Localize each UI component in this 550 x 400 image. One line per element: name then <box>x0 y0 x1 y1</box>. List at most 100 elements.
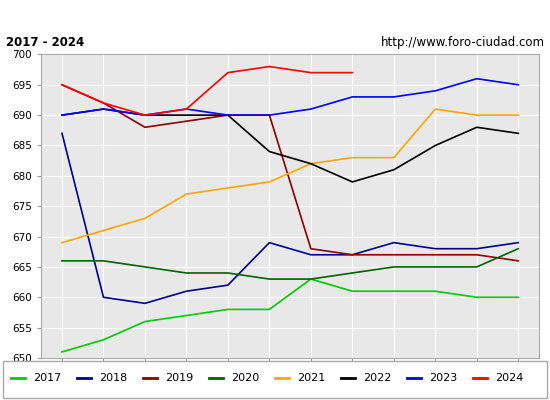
2018 <box>266 240 273 245</box>
2018 <box>390 240 397 245</box>
FancyBboxPatch shape <box>3 360 547 398</box>
2019 <box>474 252 480 257</box>
Text: 2017: 2017 <box>33 373 61 383</box>
2020 <box>515 246 521 251</box>
2017 <box>100 337 107 342</box>
2017 <box>142 319 148 324</box>
2017 <box>349 289 356 294</box>
2017 <box>474 295 480 300</box>
Text: 2022: 2022 <box>363 373 392 383</box>
2018 <box>100 295 107 300</box>
2020 <box>142 264 148 269</box>
2023 <box>142 113 148 118</box>
2019 <box>515 258 521 263</box>
2022 <box>183 113 190 118</box>
2024 <box>59 82 65 87</box>
2020 <box>390 264 397 269</box>
2021 <box>307 161 314 166</box>
2017 <box>515 295 521 300</box>
Line: 2017: 2017 <box>62 279 518 352</box>
2019 <box>390 252 397 257</box>
2021 <box>183 192 190 196</box>
2017 <box>59 350 65 354</box>
Line: 2018: 2018 <box>62 133 518 303</box>
2019 <box>183 119 190 124</box>
Line: 2024: 2024 <box>62 66 353 115</box>
2021 <box>59 240 65 245</box>
2024 <box>142 113 148 118</box>
2024 <box>349 70 356 75</box>
2021 <box>349 155 356 160</box>
2018 <box>349 252 356 257</box>
2019 <box>224 113 231 118</box>
Text: Evolucion num de emigrantes en Esgos: Evolucion num de emigrantes en Esgos <box>124 8 426 23</box>
2020 <box>307 277 314 282</box>
Text: 2017 - 2024: 2017 - 2024 <box>6 36 84 49</box>
2019 <box>266 113 273 118</box>
2022 <box>432 143 438 148</box>
2020 <box>474 264 480 269</box>
Line: 2023: 2023 <box>62 79 518 115</box>
2017 <box>390 289 397 294</box>
2018 <box>474 246 480 251</box>
2022 <box>224 113 231 118</box>
2024 <box>224 70 231 75</box>
2023 <box>432 88 438 93</box>
2021 <box>224 186 231 190</box>
2021 <box>100 228 107 233</box>
2021 <box>142 216 148 221</box>
2022 <box>59 113 65 118</box>
2023 <box>59 113 65 118</box>
2024 <box>307 70 314 75</box>
2024 <box>100 100 107 105</box>
2020 <box>432 264 438 269</box>
2023 <box>183 107 190 112</box>
Text: 2023: 2023 <box>429 373 457 383</box>
Text: 2020: 2020 <box>231 373 259 383</box>
2022 <box>266 149 273 154</box>
2018 <box>307 252 314 257</box>
2024 <box>183 107 190 112</box>
2024 <box>266 64 273 69</box>
Text: 2019: 2019 <box>165 373 193 383</box>
2020 <box>224 270 231 275</box>
2018 <box>515 240 521 245</box>
2022 <box>349 180 356 184</box>
2019 <box>100 100 107 105</box>
2022 <box>515 131 521 136</box>
Text: 2018: 2018 <box>99 373 127 383</box>
2019 <box>432 252 438 257</box>
2020 <box>183 270 190 275</box>
2022 <box>307 161 314 166</box>
2020 <box>349 270 356 275</box>
Line: 2020: 2020 <box>62 249 518 279</box>
2022 <box>390 167 397 172</box>
2021 <box>390 155 397 160</box>
2018 <box>432 246 438 251</box>
2022 <box>142 113 148 118</box>
2023 <box>100 107 107 112</box>
2019 <box>307 246 314 251</box>
2019 <box>142 125 148 130</box>
2023 <box>390 94 397 99</box>
2023 <box>224 113 231 118</box>
2020 <box>266 277 273 282</box>
2017 <box>432 289 438 294</box>
2017 <box>183 313 190 318</box>
2017 <box>266 307 273 312</box>
2021 <box>474 113 480 118</box>
2022 <box>100 107 107 112</box>
2023 <box>349 94 356 99</box>
Text: 2021: 2021 <box>297 373 325 383</box>
2018 <box>142 301 148 306</box>
2020 <box>59 258 65 263</box>
2021 <box>432 107 438 112</box>
Text: 2024: 2024 <box>495 373 524 383</box>
2017 <box>307 277 314 282</box>
Text: http://www.foro-ciudad.com: http://www.foro-ciudad.com <box>381 36 544 49</box>
2021 <box>266 180 273 184</box>
2018 <box>59 131 65 136</box>
Line: 2019: 2019 <box>62 85 518 261</box>
2019 <box>59 82 65 87</box>
2023 <box>474 76 480 81</box>
